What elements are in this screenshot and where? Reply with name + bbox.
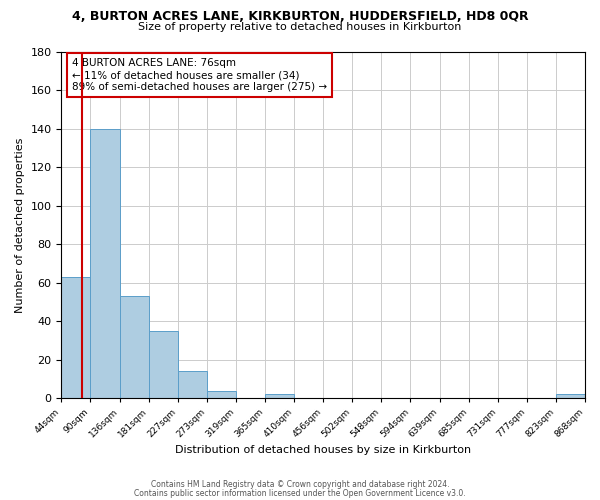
Bar (265, 394, 294, 398)
Text: 4, BURTON ACRES LANE, KIRKBURTON, HUDDERSFIELD, HD8 0QR: 4, BURTON ACRES LANE, KIRKBURTON, HUDDER… (71, 10, 529, 23)
Bar (207, 390, 236, 398)
Y-axis label: Number of detached properties: Number of detached properties (15, 137, 25, 312)
Bar (61, 277, 91, 398)
Bar (91, 128, 119, 398)
Text: Contains public sector information licensed under the Open Government Licence v3: Contains public sector information licen… (134, 488, 466, 498)
Bar (178, 372, 207, 398)
Bar (149, 331, 178, 398)
Text: Contains HM Land Registry data © Crown copyright and database right 2024.: Contains HM Land Registry data © Crown c… (151, 480, 449, 489)
Bar (119, 296, 149, 398)
Bar (556, 394, 585, 398)
Text: Size of property relative to detached houses in Kirkburton: Size of property relative to detached ho… (139, 22, 461, 32)
Text: 4 BURTON ACRES LANE: 76sqm
← 11% of detached houses are smaller (34)
89% of semi: 4 BURTON ACRES LANE: 76sqm ← 11% of deta… (72, 58, 327, 92)
X-axis label: Distribution of detached houses by size in Kirkburton: Distribution of detached houses by size … (175, 445, 471, 455)
